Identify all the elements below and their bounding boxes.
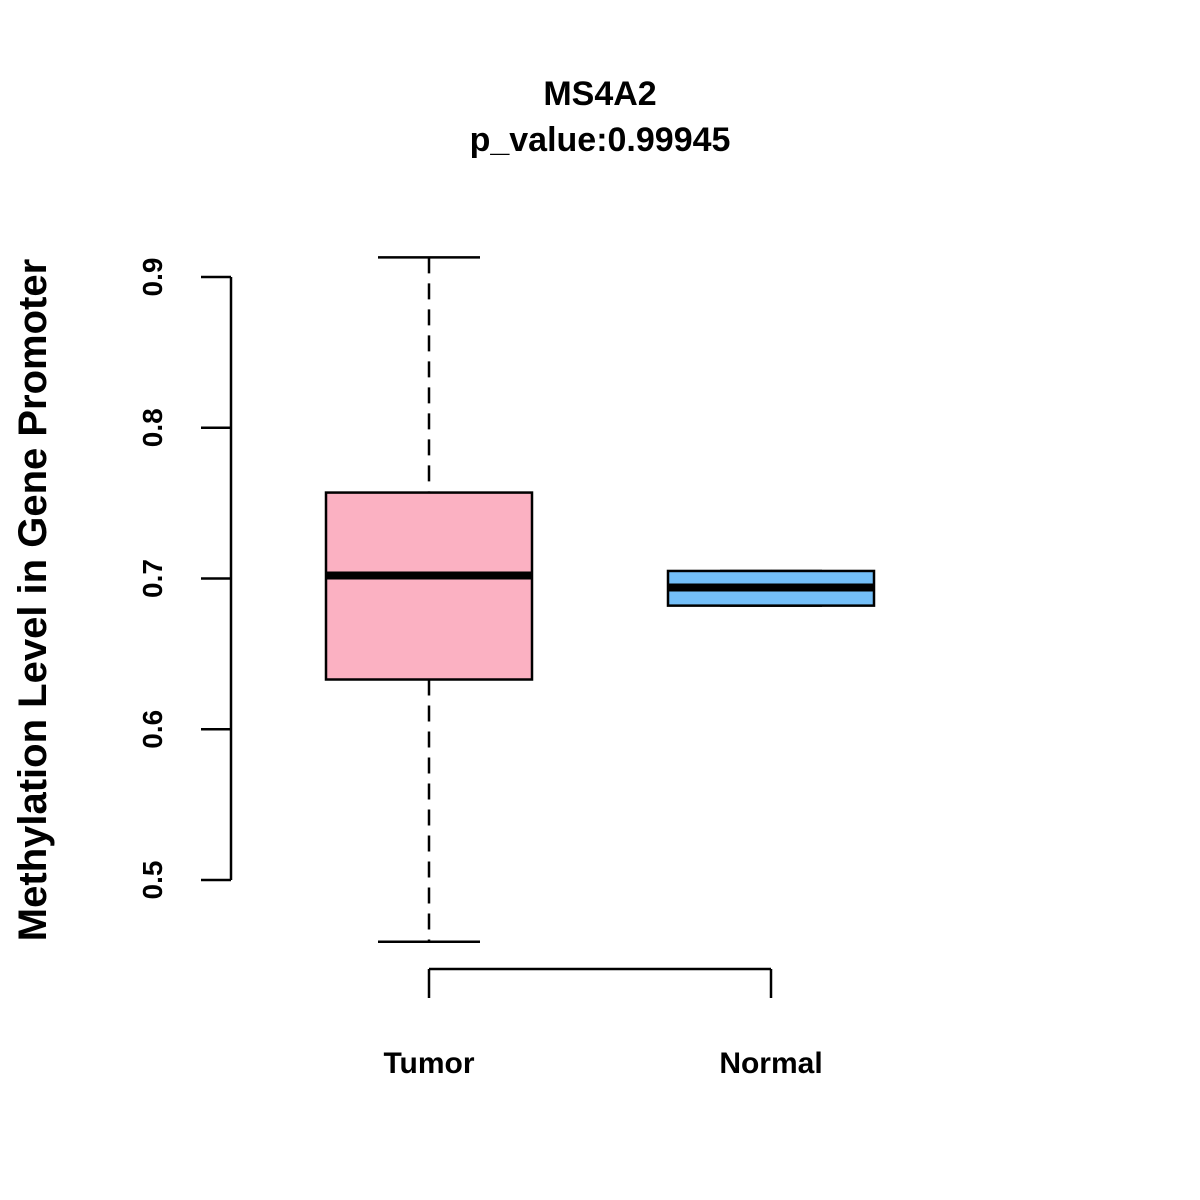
boxes bbox=[324, 256, 876, 944]
chart-subtitle: p_value:0.99945 bbox=[470, 121, 731, 159]
x-tick-label: Tumor bbox=[383, 1047, 474, 1080]
y-tick-label: 0.8 bbox=[137, 408, 168, 447]
y-tick-label: 0.9 bbox=[137, 258, 168, 297]
x-axis: Tumor Normal bbox=[383, 967, 823, 1080]
y-axis: 0.5 0.6 0.7 0.8 0.9 bbox=[137, 258, 233, 900]
y-tick-label: 0.7 bbox=[137, 559, 168, 598]
chart-title: MS4A2 bbox=[543, 75, 656, 113]
x-tick-label: Normal bbox=[719, 1047, 822, 1080]
y-tick-label: 0.6 bbox=[137, 710, 168, 749]
box-normal bbox=[666, 569, 876, 607]
box-tumor bbox=[324, 256, 534, 944]
iqr-box bbox=[324, 491, 534, 681]
y-tick-label: 0.5 bbox=[137, 861, 168, 900]
y-axis-label: Methylation Level in Gene Promoter bbox=[11, 259, 55, 941]
